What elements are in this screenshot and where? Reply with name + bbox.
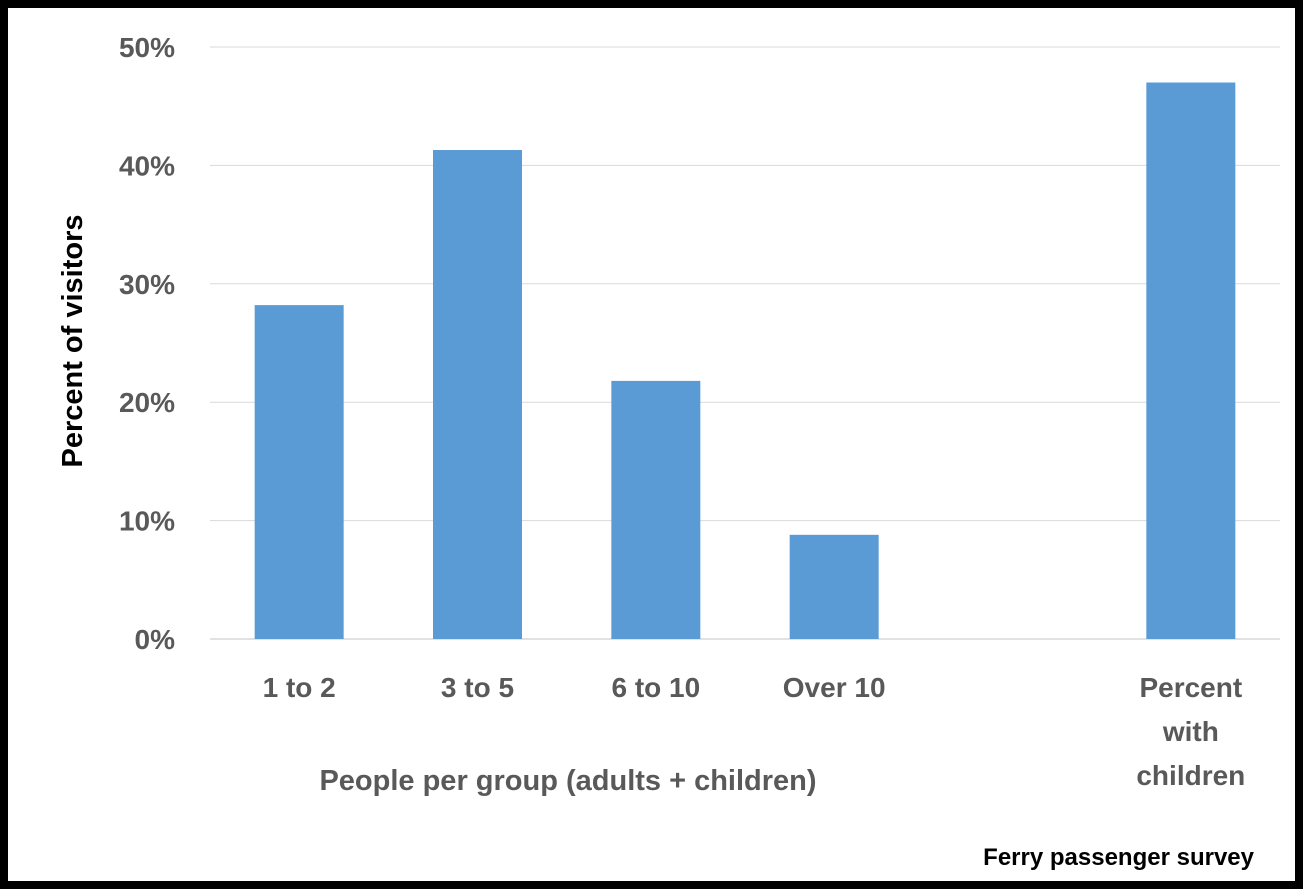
bar: [1146, 82, 1236, 639]
x-tick-label: Over 10: [783, 672, 886, 703]
x-tick-label: 3 to 5: [441, 672, 514, 703]
x-axis-tick-labels: 1 to 2 3 to 5 6 to 10 Over 10 Percent with chi…: [263, 672, 1246, 791]
source-note: Ferry passenger survey: [983, 844, 1254, 871]
x-tick-label: Percent with children: [1136, 672, 1245, 791]
y-tick-label: 30%: [119, 269, 175, 300]
bar-chart: 0% 10% 20% 30% 40% 50% 1 to 2 3 to 5 6 to 10 Ove…: [57, 32, 1280, 871]
y-tick-label: 10%: [119, 506, 175, 537]
bars: [254, 82, 1236, 639]
bar: [254, 305, 344, 639]
x-tick-label: 6 to 10: [611, 672, 700, 703]
chart-frame: 0% 10% 20% 30% 40% 50% 1 to 2 3 to 5 6 to 10 Ove…: [8, 8, 1295, 881]
y-tick-label: 20%: [119, 387, 175, 418]
x-tick-label: 1 to 2: [263, 672, 336, 703]
y-tick-label: 0%: [135, 624, 176, 655]
bar: [433, 150, 522, 639]
x-axis-title: People per group (adults + children): [319, 765, 816, 797]
gridlines: [210, 46, 1280, 640]
bar: [611, 380, 701, 639]
bar: [789, 534, 879, 639]
y-tick-label: 50%: [119, 32, 175, 63]
y-axis-title: Percent of visitors: [57, 214, 89, 467]
y-tick-label: 40%: [119, 150, 175, 181]
y-axis-tick-labels: 0% 10% 20% 30% 40% 50%: [119, 32, 175, 655]
